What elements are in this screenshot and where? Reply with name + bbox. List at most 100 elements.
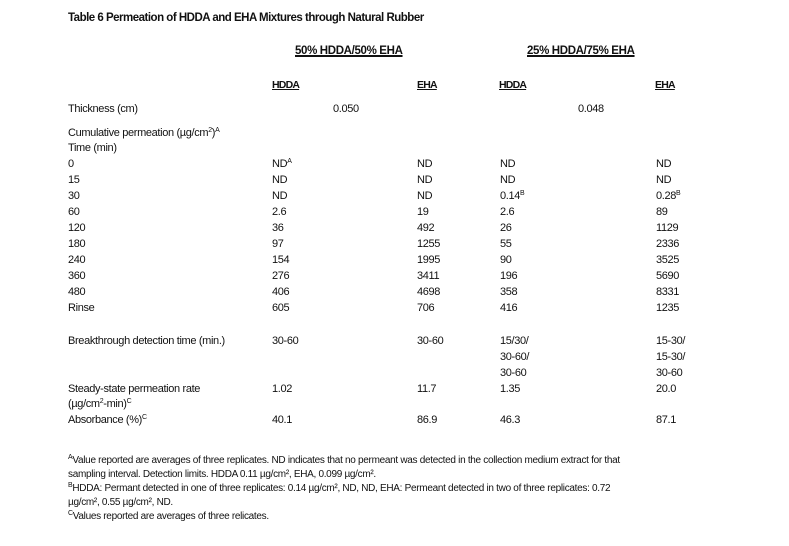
value-text: 36: [272, 222, 284, 234]
absorbance-cell: 40.1: [272, 414, 293, 426]
value-text: ND: [656, 174, 672, 186]
footnote-text: HDDA: Permant detected in one of three r…: [72, 483, 611, 494]
value-text: ND: [272, 190, 288, 202]
value-text: 26: [500, 222, 512, 234]
value-cell: 1995: [417, 253, 440, 267]
value-cell: 0.14B: [500, 189, 525, 203]
steady-state-cell: 1.02: [272, 383, 293, 395]
value-text: 5690: [656, 270, 680, 282]
value-cell: 97: [272, 237, 284, 251]
time-cell: 60: [68, 206, 80, 218]
value-cell: ND: [417, 189, 433, 203]
value-cell: ND: [500, 157, 516, 171]
value-cell: 4698: [417, 285, 440, 299]
breakthrough-cell: 15/30/: [500, 335, 529, 347]
value-cell: 276: [272, 269, 290, 283]
value-cell: ND: [656, 173, 672, 187]
value-text: 1255: [417, 238, 441, 250]
time-cell: 360: [68, 270, 86, 282]
value-cell: 154: [272, 253, 290, 267]
value-text: ND: [417, 158, 433, 170]
value-cell: 492: [417, 221, 435, 235]
value-text: 0.28: [656, 190, 677, 202]
footnote-text: Values reported are averages of three re…: [72, 511, 269, 522]
value-cell: 36: [272, 221, 284, 235]
steady-state-label: Steady-state permeation rate: [68, 383, 201, 395]
breakthrough-cell: 15-30/: [656, 335, 686, 347]
value-text: 2.6: [500, 206, 515, 218]
subheader-hdda-1: HDDA: [272, 79, 300, 91]
time-cell: 480: [68, 286, 86, 298]
value-cell: 416: [500, 301, 518, 315]
value-text: ND: [656, 158, 672, 170]
group-header-50-50: 50% HDDA/50% EHA: [295, 45, 403, 57]
time-cell: 15: [68, 174, 80, 186]
table-title: Table 6 Permeation of HDDA and EHA Mixtu…: [68, 12, 424, 24]
value-cell: 1129: [656, 221, 679, 235]
breakthrough-label: Breakthrough detection time (min.): [68, 335, 225, 347]
value-text: 492: [417, 222, 435, 234]
value-text: 154: [272, 254, 290, 266]
value-text: 416: [500, 302, 518, 314]
value-text: ND: [500, 174, 516, 186]
steady-state-cell: 1.35: [500, 383, 521, 395]
value-text: 2336: [656, 238, 680, 250]
footnote-line: µg/cm², 0.55 µg/cm², ND.: [68, 496, 173, 510]
value-text: ND: [500, 158, 516, 170]
time-cell: 180: [68, 238, 86, 250]
value-cell: 1255: [417, 237, 440, 251]
value-cell: 89: [656, 205, 668, 219]
value-text: 1235: [656, 302, 680, 314]
value-cell: 90: [500, 253, 512, 267]
absorbance-label: Absorbance (%)C: [68, 414, 147, 426]
value-cell: ND: [500, 173, 516, 187]
subheader-eha-2: EHA: [655, 79, 676, 91]
value-cell: 19: [417, 205, 429, 219]
footnote-line: CValues reported are averages of three r…: [68, 510, 269, 524]
value-text: 2.6: [272, 206, 287, 218]
value-text: 1129: [656, 222, 679, 234]
breakthrough-cell: 30-60: [272, 335, 299, 347]
group-header-25-75: 25% HDDA/75% EHA: [527, 45, 635, 57]
value-text: 89: [656, 206, 668, 218]
value-text: 3525: [656, 254, 680, 266]
value-text: 605: [272, 302, 290, 314]
value-text: ND: [272, 174, 288, 186]
steady-state-cell: 11.7: [417, 383, 437, 395]
value-cell: ND: [272, 189, 288, 203]
value-cell: ND: [656, 157, 672, 171]
value-text: ND: [417, 190, 433, 202]
value-cell: 196: [500, 269, 518, 283]
value-cell: 5690: [656, 269, 679, 283]
time-cell: 0: [68, 158, 74, 170]
value-cell: 2336: [656, 237, 679, 251]
value-cell: 8331: [656, 285, 679, 299]
value-cell: ND: [417, 173, 433, 187]
thickness-label: Thickness (cm): [68, 103, 138, 115]
value-text: ND: [417, 174, 433, 186]
time-cell: 240: [68, 254, 86, 266]
absorbance-cell: 86.9: [417, 414, 438, 426]
value-cell: 26: [500, 221, 512, 235]
value-cell: 3525: [656, 253, 679, 267]
footnote-text: µg/cm², 0.55 µg/cm², ND.: [68, 497, 173, 508]
footnote-line: BHDDA: Permant detected in one of three …: [68, 482, 611, 496]
value-text: 358: [500, 286, 518, 298]
footnote-mark: B: [520, 190, 525, 197]
value-cell: 0.28B: [656, 189, 681, 203]
footnote-line: sampling interval. Detection limits. HDD…: [68, 468, 376, 482]
value-cell: 706: [417, 301, 435, 315]
footnote-mark: A: [68, 454, 73, 461]
footnote-text: Value reported are averages of three rep…: [72, 455, 620, 466]
value-text: 3411: [417, 270, 440, 282]
value-text: 55: [500, 238, 512, 250]
value-text: 276: [272, 270, 290, 282]
value-cell: 406: [272, 285, 290, 299]
value-text: 97: [272, 238, 284, 250]
footnote-mark: B: [676, 190, 681, 197]
footnote-mark: A: [287, 158, 292, 165]
footnote-mark: C: [68, 510, 73, 517]
value-text: 706: [417, 302, 435, 314]
steady-state-unit: (µg/cm2-min)C: [68, 398, 132, 410]
